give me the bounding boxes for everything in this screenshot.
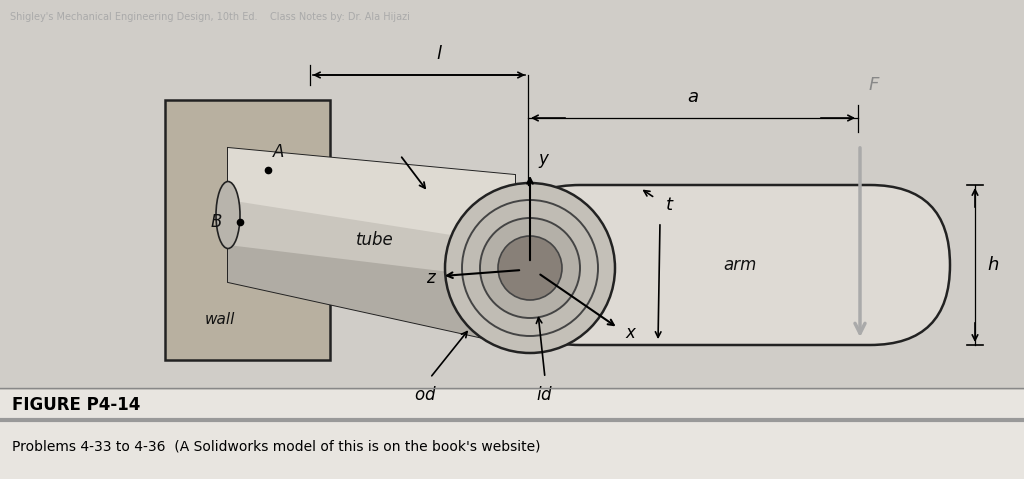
Bar xyxy=(165,100,330,360)
Text: y: y xyxy=(538,150,548,168)
Text: Shigley's Mechanical Engineering Design, 10th Ed.    Class Notes by: Dr. Ala Hij: Shigley's Mechanical Engineering Design,… xyxy=(10,12,410,22)
Circle shape xyxy=(445,183,615,353)
Text: Problems 4-33 to 4-36  (A Solidworks model of this is on the book's website): Problems 4-33 to 4-36 (A Solidworks mode… xyxy=(12,440,541,454)
Text: arm: arm xyxy=(723,256,757,274)
Circle shape xyxy=(480,218,580,318)
Text: $id$: $id$ xyxy=(537,386,554,404)
Polygon shape xyxy=(228,245,515,345)
Bar xyxy=(0,0,1024,390)
Bar xyxy=(0,390,1024,479)
Text: wall: wall xyxy=(205,312,236,328)
Circle shape xyxy=(462,200,598,336)
Text: $F$: $F$ xyxy=(868,76,881,94)
Text: A: A xyxy=(273,143,285,161)
Circle shape xyxy=(498,236,562,300)
Text: $l$: $l$ xyxy=(435,45,442,63)
Polygon shape xyxy=(228,148,515,245)
Text: FIGURE P4-14: FIGURE P4-14 xyxy=(12,396,140,414)
Text: B: B xyxy=(211,213,222,231)
Text: $od$: $od$ xyxy=(414,386,436,404)
Text: x: x xyxy=(625,324,635,342)
Ellipse shape xyxy=(216,182,240,249)
Text: $h$: $h$ xyxy=(987,256,999,274)
Text: $t$: $t$ xyxy=(666,196,675,214)
Polygon shape xyxy=(228,148,515,345)
Text: $a$: $a$ xyxy=(687,88,699,106)
Text: tube: tube xyxy=(356,231,394,249)
Text: z: z xyxy=(426,269,435,287)
FancyBboxPatch shape xyxy=(500,185,950,345)
